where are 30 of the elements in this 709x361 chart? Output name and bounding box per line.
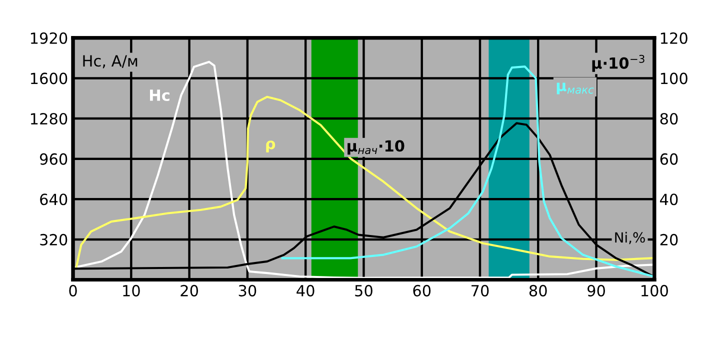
y-tick-label: 1280 (30, 112, 68, 125)
x-tick-label: 20 (180, 284, 198, 296)
x-tick-label: 70 (472, 284, 489, 296)
y-axis-title: Hc, А/м (83, 55, 138, 68)
x-tick-label: 80 (529, 284, 547, 296)
x-axis-title: Ni,% (615, 232, 645, 244)
y-tick-label: 960 (40, 153, 68, 165)
y-tick-label: 320 (40, 234, 68, 246)
series-label: Hc (150, 90, 170, 102)
text: μ$_{нач}$·10 (348, 140, 404, 155)
y2-tick-label: 100 (660, 72, 688, 84)
y2-tick-label: 20 (660, 234, 678, 246)
y2-axis-title: μ·10$^{−3}$ (592, 54, 644, 72)
series-label: μ$_{макс}$ (556, 82, 594, 94)
y2-tick-label: 40 (660, 194, 678, 206)
x-tick-label: 30 (238, 284, 256, 296)
x-tick-label: 90 (588, 284, 605, 296)
x-tick-label: 50 (355, 284, 372, 296)
y-tick-label: 1600 (30, 72, 68, 84)
y2-tick-label: 80 (660, 112, 678, 125)
series-label: ρ (266, 140, 276, 152)
x-tick-label: 0 (69, 284, 77, 296)
x-tick-label: 100 (642, 284, 668, 296)
y2-tick-label: 120 (660, 32, 688, 44)
y-tick-label: 640 (40, 194, 68, 206)
x-tick-label: 10 (123, 284, 140, 296)
y-tick-label: 1920 (30, 32, 68, 44)
x-tick-label: 40 (296, 284, 314, 296)
x-tick-label: 60 (413, 284, 431, 296)
y2-tick-label: 60 (660, 153, 678, 165)
